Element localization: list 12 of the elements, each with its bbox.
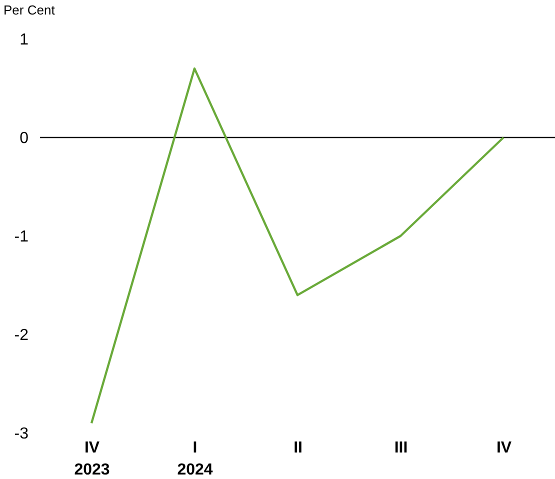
y-tick-label: 0 [20,130,29,147]
y-tick-label: -1 [14,228,29,246]
line-series [90,67,505,424]
x-tick-label: IV [496,440,512,456]
x-tick-label: I 2024 [177,440,213,478]
x-tick-label: III [394,440,408,456]
y-tick-label: -2 [14,327,29,344]
x-tick-label: IV 2023 [74,440,110,478]
x-tick-label: II [294,440,302,456]
y-axis-title: Per Cent [4,2,56,18]
y-tick-label: -3 [14,426,29,442]
y-tick-label: 1 [20,32,29,48]
